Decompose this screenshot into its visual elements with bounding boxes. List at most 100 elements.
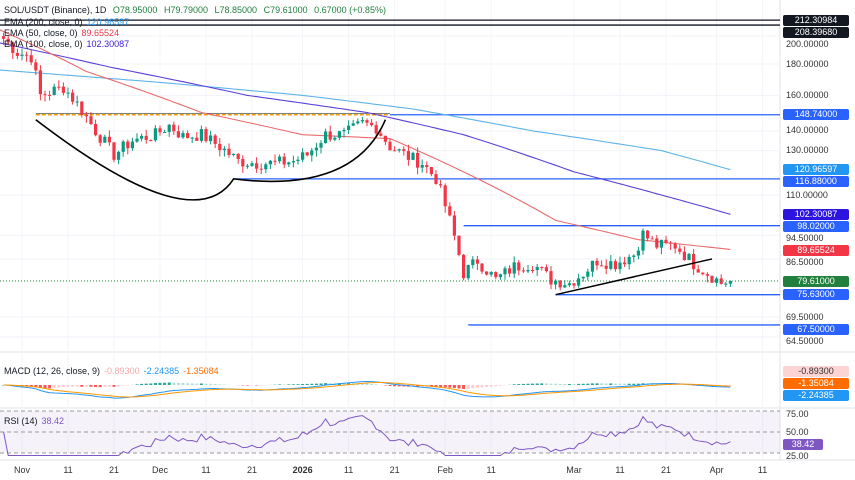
- candle-body: [71, 92, 75, 102]
- macd-histogram-bar: [489, 385, 493, 387]
- macd-histogram-bar: [84, 385, 88, 387]
- macd-histogram-bar: [296, 384, 300, 385]
- macd-legend[interactable]: MACD (12, 26, close, 9) -0.89300 -2.24385-…: [4, 366, 223, 376]
- macd-histogram-bar: [434, 385, 438, 387]
- macd-hist-value: -0.89300: [104, 366, 140, 376]
- candle-body: [351, 123, 355, 126]
- macd-histogram-bar: [673, 384, 677, 385]
- candle-body: [282, 156, 286, 165]
- candle-body: [236, 153, 240, 159]
- candle-body: [590, 260, 594, 272]
- x-tick-label: Mar: [566, 465, 582, 475]
- candle-body: [595, 260, 599, 266]
- macd-histogram-bar: [636, 383, 640, 385]
- candle-body: [609, 261, 613, 269]
- macd-histogram-bar: [176, 382, 180, 385]
- candle-body: [337, 131, 341, 138]
- macd-histogram-bar: [540, 383, 544, 385]
- candle-body: [61, 86, 65, 93]
- macd-histogram-bar: [98, 385, 102, 388]
- ema100-legend[interactable]: EMA (100, close, 0) 102.30087: [4, 39, 133, 49]
- macd-histogram-bar: [61, 385, 65, 388]
- candle-body: [724, 283, 728, 285]
- candle-body: [471, 259, 475, 266]
- candle-body: [535, 267, 539, 271]
- macd-histogram-bar: [360, 383, 364, 385]
- change-value: 0.67000 (+0.85%): [314, 5, 386, 15]
- macd-histogram-bar: [567, 383, 571, 385]
- candle-body: [462, 254, 466, 279]
- candle-body: [710, 275, 714, 283]
- level-price-tag: 148.74000: [783, 109, 849, 121]
- candle-body: [641, 230, 645, 251]
- macd-histogram-bar: [278, 384, 282, 385]
- candle-body: [420, 165, 424, 168]
- x-tick-label: 21: [246, 465, 258, 475]
- candle-body: [604, 265, 608, 269]
- candle-body: [195, 137, 199, 141]
- candle-body: [558, 280, 562, 288]
- candle-body: [719, 278, 723, 284]
- candle-body: [328, 131, 332, 140]
- candle-body: [291, 161, 295, 163]
- candle-body: [370, 122, 374, 126]
- macd-histogram-bar: [448, 385, 452, 388]
- candle-body: [232, 153, 236, 155]
- candle-body: [563, 285, 567, 288]
- macd-histogram-bar: [66, 385, 70, 387]
- candle-body: [84, 114, 88, 117]
- candle-body: [117, 151, 121, 160]
- candle-body: [554, 280, 558, 285]
- candle-body: [227, 148, 231, 155]
- rsi-tick-label: 75.00: [786, 409, 809, 419]
- candle-body: [199, 129, 203, 141]
- candle-body: [80, 101, 84, 115]
- macd-histogram-bar: [89, 385, 93, 387]
- candle-body: [383, 135, 387, 142]
- macd-histogram-bar: [186, 383, 190, 385]
- macd-histogram-bar: [195, 383, 199, 385]
- macd-histogram-bar: [365, 383, 369, 385]
- level-price-tag: 98.02000: [783, 220, 849, 232]
- rsi-band: [0, 411, 780, 453]
- macd-histogram-bar: [117, 385, 121, 387]
- macd-histogram-bar: [190, 383, 194, 385]
- macd-histogram-bar: [452, 385, 456, 389]
- candle-body: [498, 274, 502, 278]
- candle-body: [632, 255, 636, 257]
- macd-histogram-bar: [112, 385, 116, 387]
- x-tick-label: 11: [615, 465, 625, 475]
- rsi-line: [3, 415, 731, 457]
- candle-body: [678, 248, 682, 252]
- ema200-legend[interactable]: EMA (200, close, 0) 120.96597: [4, 17, 133, 27]
- rsi-legend[interactable]: RSI (14) 38.42: [4, 416, 68, 426]
- macd-histogram-bar: [604, 383, 608, 385]
- candle-body: [443, 185, 447, 207]
- macd-histogram-bar: [397, 385, 401, 387]
- macd-histogram-bar: [199, 383, 203, 385]
- candle-body: [301, 152, 305, 160]
- candle-body: [397, 149, 401, 151]
- x-tick-label: 11: [486, 465, 496, 475]
- candle-body: [273, 160, 277, 162]
- macd-histogram-bar: [38, 385, 42, 388]
- candle-body: [52, 86, 56, 95]
- macd-histogram-bar: [149, 383, 153, 385]
- candle-body: [646, 230, 650, 239]
- candle-body: [452, 215, 456, 236]
- candle-body: [278, 156, 282, 162]
- ema50-legend[interactable]: EMA (50, close, 0) 89.65524: [4, 28, 123, 38]
- macd-histogram-bar: [521, 383, 525, 385]
- candle-body: [374, 125, 378, 134]
- macd-histogram-bar: [494, 385, 498, 387]
- macd-histogram-bar: [535, 383, 539, 385]
- macd-histogram-bar: [140, 383, 144, 385]
- candle-body: [347, 125, 351, 130]
- value-tag: 120.96597: [783, 164, 849, 176]
- candle-body: [190, 137, 194, 139]
- ema200-line: [0, 69, 731, 171]
- macd-value-tag: -1.35084: [783, 378, 849, 389]
- candle-body: [457, 235, 461, 255]
